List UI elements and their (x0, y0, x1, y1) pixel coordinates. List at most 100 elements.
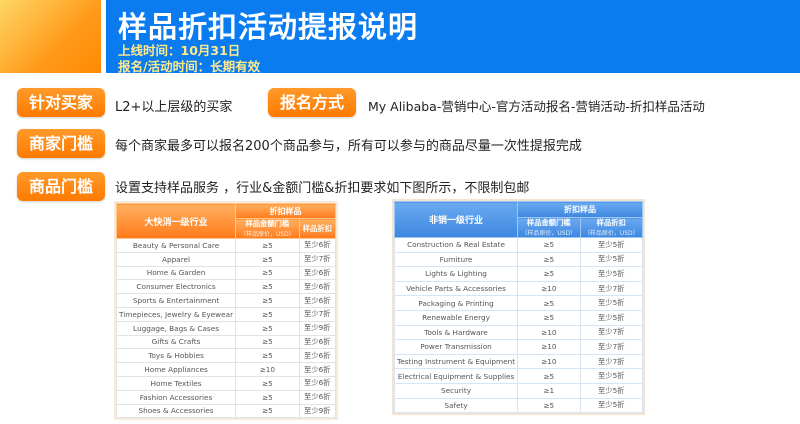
amount-cell: ≥5 (235, 389, 300, 405)
industry-cell: Safety (393, 397, 519, 414)
amount-cell: ≥10 (517, 280, 581, 297)
industry-cell: Testing Instrument & Equipment (393, 353, 519, 370)
label-target-buyer: 针对买家 (17, 88, 105, 117)
page-title: 样品折扣活动提报说明 (118, 10, 419, 44)
amount-cell: ≥5 (235, 320, 300, 336)
industry-cell: Vehicle Parts & Accessories (393, 280, 519, 297)
amount-cell: ≥5 (517, 397, 581, 414)
industry-cell: Fashion Accessories (115, 389, 237, 405)
merchant-threshold-text: 每个商家最多可以报名200个商品参与，所有可以参与的商品尽量一次性提报完成 (115, 139, 582, 154)
table-row: Apparel ≥5 至少7折 (115, 251, 337, 267)
table-row: Toys & Hobbies ≥5 至少6折 (115, 348, 337, 364)
amount-cell: ≥5 (235, 403, 300, 419)
orange-decor-block (0, 0, 101, 73)
discount-cell: 至少6折 (298, 279, 337, 295)
discount-cell: 至少6折 (298, 362, 337, 377)
discount-header: 样品折扣 （样品原价，USD） (579, 217, 644, 238)
industry-cell: Timepieces, Jewelry & Eyewear (115, 306, 237, 322)
discount-cell: 至少7折 (579, 324, 644, 341)
table-row: Fashion Accessories ≥5 至少6折 (115, 389, 337, 405)
table-row: Shoes & Accessories ≥5 至少9折 (115, 403, 337, 419)
discount-cell: 至少5折 (579, 368, 644, 384)
table-row: Furniture ≥5 至少5折 (393, 251, 644, 268)
title-banner (106, 0, 800, 73)
industry-cell: Toys & Hobbies (115, 348, 237, 364)
amount-cell: ≥5 (235, 375, 300, 391)
amount-cell: ≥10 (235, 362, 300, 377)
industry-cell: Shoes & Accessories (115, 403, 237, 419)
table-row: Construction & Real Estate ≥5 至少5折 (393, 237, 644, 253)
amount-cell: ≥10 (517, 339, 581, 355)
discount-cell: 至少5折 (579, 397, 644, 414)
table-row: Sports & Entertainment ≥5 至少6折 (115, 293, 337, 308)
industry-cell: Electrical Equipment & Supplies (393, 368, 519, 384)
table-row: Timepieces, Jewelry & Eyewear ≥5 至少7折 (115, 306, 337, 322)
discount-cell: 至少5折 (579, 309, 644, 326)
amount-header: 样品金额门槛 （样品原价，USD） (235, 218, 300, 239)
discount-cell: 至少7折 (579, 280, 644, 297)
signup-method-text: My Alibaba-营销中心-官方活动报名-营销活动-折扣样品活动 (368, 99, 705, 114)
industry-cell: Power Transmission (393, 339, 519, 355)
discount-cell: 至少9折 (298, 403, 337, 419)
discount-cell: 至少6折 (298, 389, 337, 405)
label-product-threshold: 商品门槛 (17, 172, 105, 201)
amount-cell: ≥5 (517, 237, 581, 253)
group-header: 折扣样品 (235, 203, 336, 219)
discount-cell: 至少5折 (579, 251, 644, 268)
amount-cell: ≥1 (517, 382, 581, 399)
discount-cell: 至少7折 (579, 339, 644, 355)
amount-cell: ≥5 (517, 295, 581, 311)
discount-cell: 至少6折 (298, 375, 337, 391)
label-merchant-threshold: 商家门槛 (17, 129, 105, 158)
amount-cell: ≥10 (517, 324, 581, 341)
label-signup-method: 报名方式 (268, 88, 356, 117)
discount-cell: 至少9折 (298, 320, 337, 336)
table-row: Testing Instrument & Equipment ≥10 至少7折 (393, 353, 644, 370)
amount-cell: ≥5 (517, 266, 581, 282)
industry-cell: Consumer Electronics (115, 279, 237, 295)
industry-cell: Home Appliances (115, 362, 237, 377)
table-row: Consumer Electronics ≥5 至少6折 (115, 279, 337, 295)
discount-cell: 至少6折 (298, 238, 337, 253)
table-row: Home & Garden ≥5 至少6折 (115, 265, 337, 281)
activity-period: 报名/活动时间：长期有效 (118, 59, 261, 74)
industry-cell: Apparel (115, 251, 237, 267)
target-buyer-text: L2+以上层级的买家 (115, 100, 233, 115)
discount-cell: 至少5折 (579, 266, 644, 282)
industry-header: 大快消一级行业 (115, 203, 237, 239)
discount-cell: 至少5折 (579, 237, 644, 253)
industry-cell: Home Textiles (115, 375, 237, 391)
industry-cell: Furniture (393, 251, 519, 268)
discount-cell: 至少5折 (579, 295, 644, 311)
table-row: Luggage, Bags & Cases ≥5 至少9折 (115, 320, 337, 336)
discount-cell: 至少7折 (579, 353, 644, 370)
industry-cell: Sports & Entertainment (115, 293, 237, 308)
table-row: Electrical Equipment & Supplies ≥5 至少5折 (393, 368, 644, 384)
industry-cell: Security (393, 382, 519, 399)
amount-cell: ≥5 (235, 306, 300, 322)
amount-cell: ≥10 (517, 353, 581, 370)
amount-cell: ≥5 (235, 293, 300, 308)
amount-cell: ≥5 (235, 279, 300, 295)
discount-cell: 至少6折 (298, 293, 337, 308)
table-row: Gifts & Crafts ≥5 至少6折 (115, 334, 337, 350)
discount-header: 样品折扣 (298, 218, 337, 239)
discount-cell: 至少6折 (298, 265, 337, 281)
amount-cell: ≥5 (235, 238, 300, 253)
discount-cell: 至少7折 (298, 306, 337, 322)
amount-cell: ≥5 (517, 251, 581, 268)
industry-cell: Renewable Energy (393, 309, 519, 326)
table-row: Renewable Energy ≥5 至少5折 (393, 309, 644, 326)
table-row: Safety ≥5 至少5折 (393, 397, 644, 414)
discount-cell: 至少6折 (298, 348, 337, 364)
industry-cell: Tools & Hardware (393, 324, 519, 341)
product-threshold-text: 设置支持样品服务 ，行业&金额门槛&折扣要求如下图所示，不限制包邮 (115, 181, 530, 196)
fmcg-industry-table: 大快消一级行业 折扣样品 样品金额门槛 （样品原价，USD） 样品折扣 Beaut… (115, 203, 337, 419)
industry-cell: Gifts & Crafts (115, 334, 237, 350)
table-row: Tools & Hardware ≥10 至少7折 (393, 324, 644, 341)
amount-cell: ≥5 (235, 334, 300, 350)
group-header: 折扣样品 (517, 201, 643, 218)
discount-cell: 至少6折 (298, 334, 337, 350)
amount-cell: ≥5 (235, 348, 300, 364)
launch-time: 上线时间：10月31日 (118, 43, 241, 58)
